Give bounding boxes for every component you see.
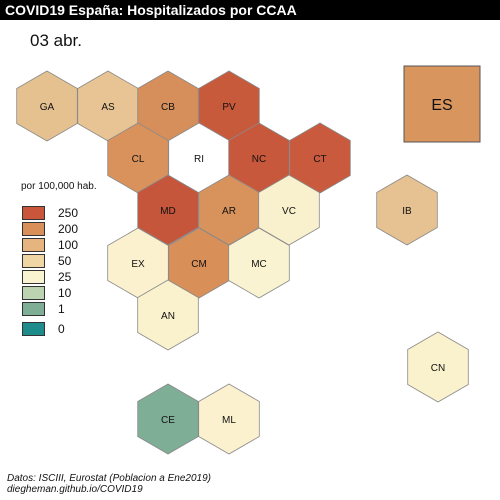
legend-label: 50 (58, 254, 72, 268)
region-label: EX (131, 259, 145, 270)
legend-swatch (22, 302, 45, 316)
legend-label: 250 (58, 206, 79, 220)
region-label: CN (431, 363, 445, 374)
region-label: GA (40, 102, 55, 113)
caption-source: Datos: ISCIII, Eurostat (Poblacion a Ene… (7, 473, 211, 484)
region-label: CL (132, 154, 145, 165)
region-hex-shape (376, 174, 438, 246)
chart-title: COVID19 España: Hospitalizados por CCAA (0, 0, 500, 20)
legend-label: 200 (58, 222, 79, 236)
region-hex-cn: CN (407, 331, 469, 403)
region-label: AS (101, 102, 115, 113)
region-hex-mc: MC (228, 227, 290, 299)
legend-label: 100 (58, 238, 79, 252)
region-hex-ce: CE (137, 383, 199, 455)
region-hex-shape (228, 227, 290, 299)
region-label: ML (222, 415, 236, 426)
region-hex-ib: IB (376, 174, 438, 246)
national-label: ES (431, 97, 452, 114)
date-label: 03 abr. (30, 31, 82, 50)
region-label: NC (252, 154, 266, 165)
region-label: PV (222, 102, 236, 113)
region-label: CT (313, 154, 326, 165)
legend-swatch (22, 286, 45, 300)
legend-label: 0 (58, 322, 65, 336)
legend-title: por 100,000 hab. (21, 181, 97, 192)
region-label: CB (161, 102, 175, 113)
region-label: CM (191, 259, 207, 270)
region-label: CE (161, 415, 175, 426)
region-label: VC (282, 206, 296, 217)
region-label: MD (160, 206, 176, 217)
region-label: AR (222, 206, 236, 217)
region-label: RI (194, 154, 204, 165)
legend-label: 25 (58, 270, 72, 284)
legend-swatch (22, 238, 45, 252)
caption-url: diegheman.github.io/COVID19 (7, 484, 143, 495)
region-hex-shape (137, 279, 199, 351)
region-hex-shape (198, 383, 260, 455)
legend-swatch (22, 270, 45, 284)
legend-swatch (22, 254, 45, 268)
region-hex-ct: CT (289, 122, 351, 194)
region-label: MC (251, 259, 267, 270)
region-hex-an: AN (137, 279, 199, 351)
legend-label: 10 (58, 286, 72, 300)
region-hex-ga: GA (16, 70, 78, 142)
legend-swatch (22, 322, 45, 336)
caption: Datos: ISCIII, Eurostat (Poblacion a Ene… (7, 473, 211, 495)
region-hex-shape (407, 331, 469, 403)
region-hex-shape (289, 122, 351, 194)
region-hex-ml: ML (198, 383, 260, 455)
region-label: IB (402, 206, 412, 217)
national-square-shape (403, 65, 481, 143)
legend-swatch (22, 222, 45, 236)
legend-swatch (22, 206, 45, 220)
region-label: AN (161, 311, 175, 322)
legend-label: 1 (58, 302, 65, 316)
national-square-es: ES (403, 65, 481, 143)
